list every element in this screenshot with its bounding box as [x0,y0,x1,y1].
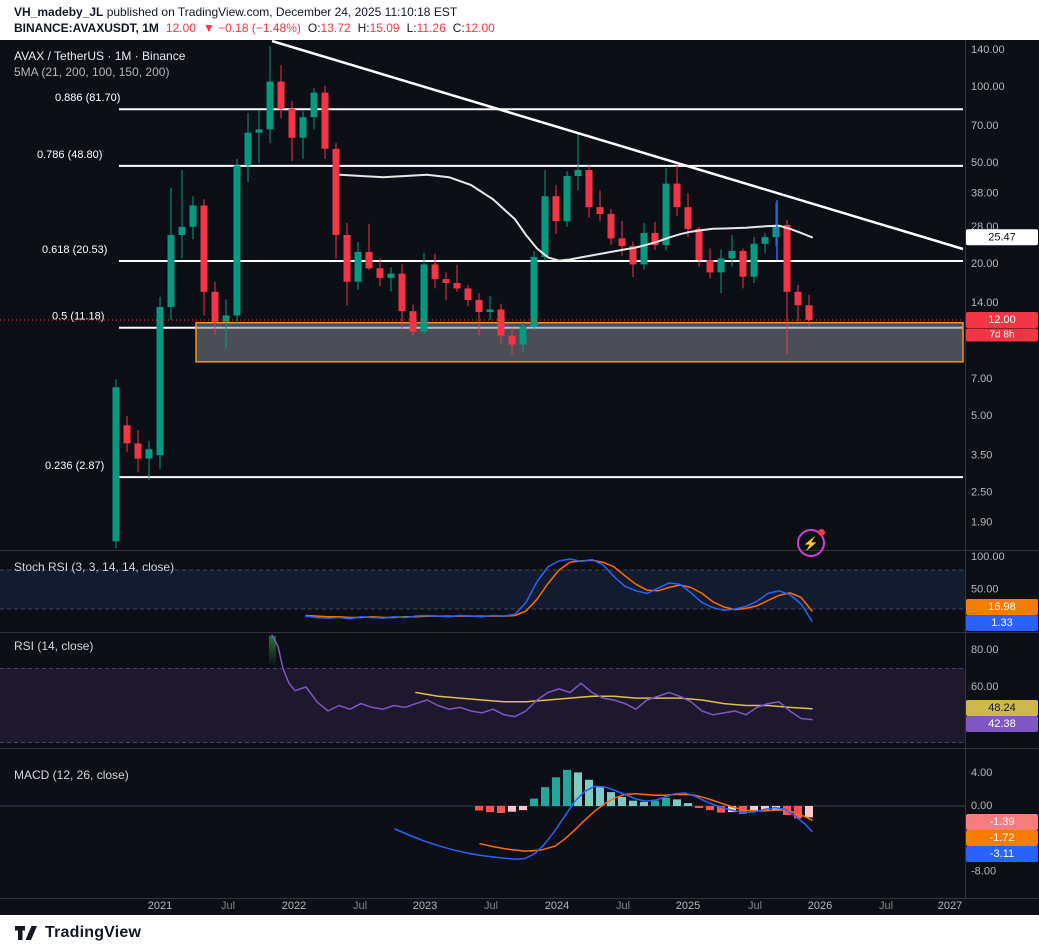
descending-trendline[interactable] [271,40,964,251]
svg-text:2024: 2024 [545,900,569,912]
lightning-bolt-icon: ⚡ [802,535,820,551]
flash-emoji-icon[interactable]: ⚡ [797,529,825,557]
svg-text:12.00: 12.00 [988,314,1016,326]
published-line: VH_madeby_JL published on TradingView.co… [14,5,457,19]
svg-text:42.38: 42.38 [988,718,1016,730]
header-price-change: ▼ −0.18 (−1.48%) [202,21,301,35]
notification-dot [818,529,825,536]
snapshot-header: VH_madeby_JL published on TradingView.co… [0,0,1039,40]
tradingview-logo[interactable]: TradingView [14,924,141,942]
svg-text:Jul: Jul [748,900,762,912]
svg-text:1.33: 1.33 [991,617,1012,629]
svg-text:48.24: 48.24 [988,702,1016,714]
supply-zone-box[interactable] [195,321,964,363]
svg-text:2022: 2022 [282,900,306,912]
svg-text:20.00: 20.00 [971,258,999,270]
svg-text:0.786 (48.80): 0.786 (48.80) [37,149,102,161]
svg-text:100.00: 100.00 [971,551,1005,563]
svg-text:7d 8h: 7d 8h [989,329,1014,340]
svg-text:2025: 2025 [676,900,700,912]
svg-text:50.00: 50.00 [971,584,999,596]
svg-text:100.00: 100.00 [971,81,1005,93]
stoch-rsi-pane [305,558,813,622]
symbol-title[interactable]: BINANCE:AVAXUSDT, 1M [14,21,159,35]
svg-text:Jul: Jul [221,900,235,912]
rsi-legend[interactable]: RSI (14, close) [14,639,94,653]
svg-text:-1.72: -1.72 [989,832,1014,844]
svg-text:25.47: 25.47 [988,231,1016,243]
header-last-price: 12.00 [165,21,196,35]
svg-text:60.00: 60.00 [971,681,999,693]
macd-legend[interactable]: MACD (12, 26, close) [14,768,129,782]
svg-text:5.00: 5.00 [971,410,992,422]
svg-text:0.886 (81.70): 0.886 (81.70) [55,92,120,104]
price-scale[interactable]: 140.00100.0070.0050.0038.0028.0020.0014.… [966,44,1038,878]
svg-text:-8.00: -8.00 [971,866,996,878]
svg-text:0.00: 0.00 [971,800,992,812]
author-name[interactable]: VH_madeby_JL [14,5,104,19]
svg-text:2026: 2026 [808,900,832,912]
white-ma-line [339,173,813,262]
svg-text:70.00: 70.00 [971,120,999,132]
svg-text:2021: 2021 [148,900,172,912]
ohlc-close: C:12.00 [452,21,495,35]
svg-text:4.00: 4.00 [971,767,992,779]
svg-text:0.236 (2.87): 0.236 (2.87) [45,460,104,472]
tradingview-wordmark: TradingView [45,924,142,941]
svg-text:1.90: 1.90 [971,517,992,529]
chart-area[interactable]: 0.886 (81.70) 0.786 (48.80) 0.618 (20.53) 0… [0,40,1039,915]
rsi-pane [269,634,813,721]
svg-text:2027: 2027 [938,900,962,912]
svg-text:Jul: Jul [879,900,893,912]
svg-text:16.98: 16.98 [988,601,1016,613]
symbol-line: BINANCE:AVAXUSDT, 1M 12.00 ▼ −0.18 (−1.4… [14,21,495,35]
svg-text:14.00: 14.00 [971,297,999,309]
svg-text:0.618 (20.53): 0.618 (20.53) [42,244,107,256]
macd-pane [394,769,813,861]
ohlc-high: H:15.09 [357,21,400,35]
svg-text:7.00: 7.00 [971,373,992,385]
tradingview-logo-icon [15,926,37,940]
time-axis[interactable]: 2021 Jul 2022 Jul 2023 Jul 2024 Jul 2025 Jul 2026 J… [148,900,962,912]
svg-text:Jul: Jul [616,900,630,912]
svg-text:50.00: 50.00 [971,157,999,169]
chart-legend-symbol[interactable]: AVAX / TetherUS · 1M · Binance [14,49,186,63]
svg-text:Jul: Jul [353,900,367,912]
candlesticks[interactable] [112,46,813,549]
svg-text:3.50: 3.50 [971,449,992,461]
svg-text:140.00: 140.00 [971,44,1005,56]
published-text: published on TradingView.com, December 2… [103,5,458,19]
snapshot-footer: TradingView [0,915,1039,952]
ohlc-open: O:13.72 [307,21,351,35]
svg-text:2.50: 2.50 [971,486,992,498]
svg-text:80.00: 80.00 [971,644,999,656]
svg-text:2023: 2023 [413,900,437,912]
svg-text:-1.39: -1.39 [989,816,1014,828]
ma-indicator-legend[interactable]: 5MA (21, 200, 100, 150, 200) [14,65,170,79]
svg-text:0.5 (11.18): 0.5 (11.18) [52,311,104,323]
svg-text:-3.11: -3.11 [990,848,1014,860]
svg-text:Jul: Jul [484,900,498,912]
stoch-rsi-legend[interactable]: Stoch RSI (3, 3, 14, 14, close) [14,560,175,574]
chart-svg[interactable]: 0.886 (81.70) 0.786 (48.80) 0.618 (20.53) 0… [0,40,1039,915]
svg-text:38.00: 38.00 [971,187,999,199]
ohlc-low: L:11.26 [406,21,446,35]
